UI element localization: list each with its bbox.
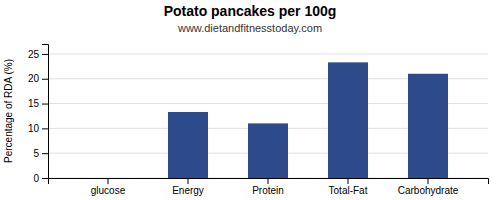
chart: Potato pancakes per 100g www.dietandfitne… bbox=[0, 0, 500, 200]
y-tick: 10 bbox=[28, 123, 48, 134]
y-axis: 0 5 10 15 20 25 bbox=[28, 45, 49, 184]
y-tick-mark bbox=[42, 54, 48, 55]
y-tick-label: 5 bbox=[33, 148, 39, 159]
bar bbox=[168, 112, 208, 178]
x-tick-mark bbox=[268, 178, 269, 184]
x-tick-label: Total-Fat bbox=[329, 185, 368, 196]
subtitle: www.dietandfitnesstoday.com bbox=[177, 22, 322, 34]
y-tick: 25 bbox=[28, 49, 48, 60]
bars bbox=[168, 62, 448, 178]
y-axis-title: Percentage of RDA (%) bbox=[3, 59, 14, 163]
bar bbox=[328, 62, 368, 178]
y-tick-mark bbox=[42, 104, 48, 105]
y-tick: 20 bbox=[28, 73, 48, 84]
y-tick-label: 0 bbox=[33, 173, 39, 184]
grid bbox=[48, 54, 488, 178]
x-tick-mark bbox=[428, 178, 429, 184]
x-tick-label: Protein bbox=[252, 185, 284, 196]
y-tick-label: 20 bbox=[28, 73, 40, 84]
bar bbox=[248, 123, 288, 178]
y-tick-mark bbox=[42, 153, 48, 154]
x-tick-label: glucose bbox=[91, 185, 126, 196]
x-tick: Total-Fat bbox=[329, 178, 368, 196]
x-tick-mark bbox=[188, 178, 189, 184]
bar bbox=[408, 74, 448, 178]
x-axis: glucose Energy Protein Total-Fat Carbohydrat… bbox=[49, 178, 489, 196]
plot: glucose Energy Protein Total-Fat Carbohydrat… bbox=[28, 45, 489, 197]
y-tick: 5 bbox=[33, 148, 48, 159]
y-tick-label: 25 bbox=[28, 49, 40, 60]
y-tick-label: 10 bbox=[28, 123, 40, 134]
y-tick: 0 bbox=[33, 173, 48, 184]
x-tick-label: Energy bbox=[172, 185, 204, 196]
x-tick-mark bbox=[108, 178, 109, 184]
grid-line bbox=[48, 53, 488, 54]
x-tick-label: Carbohydrate bbox=[398, 185, 459, 196]
y-axis-line bbox=[42, 45, 49, 179]
x-tick-mark bbox=[348, 178, 349, 184]
y-tick-label: 15 bbox=[28, 98, 40, 109]
y-tick-mark bbox=[42, 128, 48, 129]
y-tick-mark bbox=[42, 178, 48, 179]
bar bbox=[88, 178, 128, 179]
x-tick: glucose bbox=[91, 178, 126, 196]
title: Potato pancakes per 100g bbox=[164, 3, 337, 19]
y-tick-mark bbox=[42, 79, 48, 80]
x-tick: Carbohydrate bbox=[398, 178, 459, 196]
x-axis-line bbox=[49, 179, 489, 185]
y-tick: 15 bbox=[28, 98, 48, 109]
x-tick: Energy bbox=[172, 178, 204, 196]
x-tick: Protein bbox=[252, 178, 284, 196]
